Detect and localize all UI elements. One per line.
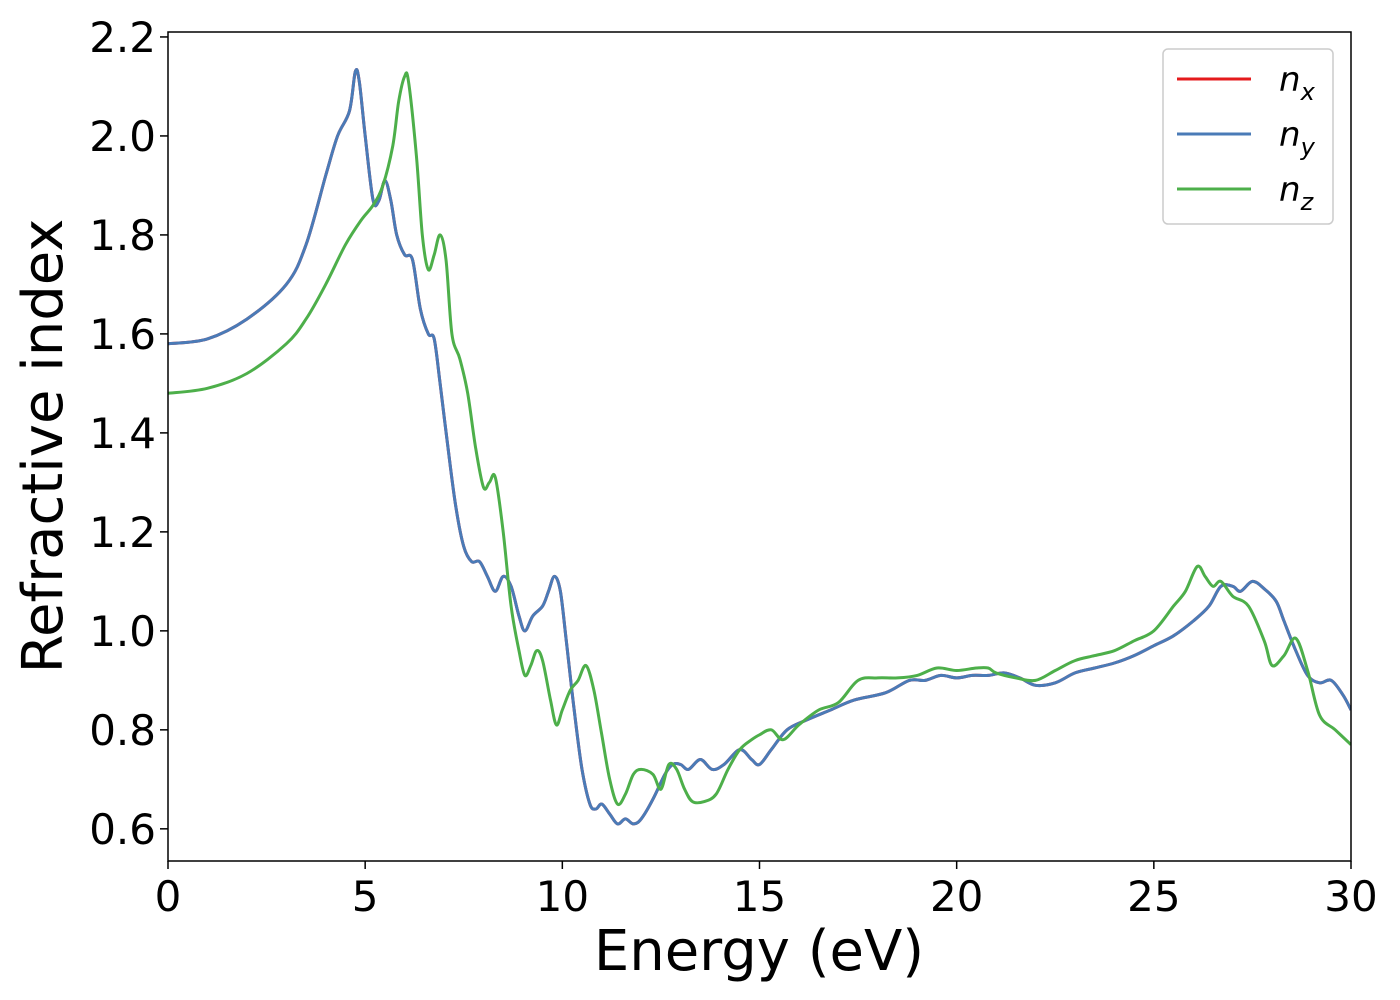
x-tick-label: 20 <box>930 872 983 921</box>
legend-label-nz: nz <box>1279 170 1315 216</box>
x-tick-label: 10 <box>536 872 589 921</box>
legend-label-ny: ny <box>1279 115 1316 161</box>
series-line-ny <box>168 68 1351 826</box>
legend: nx ny nz <box>1162 48 1334 225</box>
x-axis-label: Energy (eV) <box>594 919 924 984</box>
x-tick-label: 30 <box>1324 872 1377 921</box>
y-tick-label: 2.0 <box>89 112 156 161</box>
y-tick-label: 0.6 <box>89 805 156 854</box>
x-axis-ticks: 0 5 10 15 20 25 30 <box>155 861 1378 921</box>
series-line-nz <box>168 71 1351 807</box>
y-tick-label: 1.4 <box>89 409 156 458</box>
x-tick-label: 15 <box>733 872 786 921</box>
y-tick-label: 2.2 <box>89 13 156 62</box>
y-tick-label: 0.8 <box>89 706 156 755</box>
y-axis-ticks: 0.6 0.8 1.0 1.2 1.4 1.6 1.8 2.0 2.2 <box>89 13 168 854</box>
x-tick-label: 5 <box>352 872 379 921</box>
y-axis-label: Refractive index <box>11 219 76 674</box>
legend-box <box>1162 48 1334 225</box>
legend-label-nx: nx <box>1279 60 1316 106</box>
y-tick-label: 1.6 <box>89 310 156 359</box>
y-tick-label: 1.2 <box>89 508 156 557</box>
y-tick-label: 1.0 <box>89 607 156 656</box>
y-tick-label: 1.8 <box>89 211 156 260</box>
x-tick-label: 25 <box>1127 872 1180 921</box>
x-tick-label: 0 <box>155 872 182 921</box>
plot-lines <box>168 68 1351 826</box>
